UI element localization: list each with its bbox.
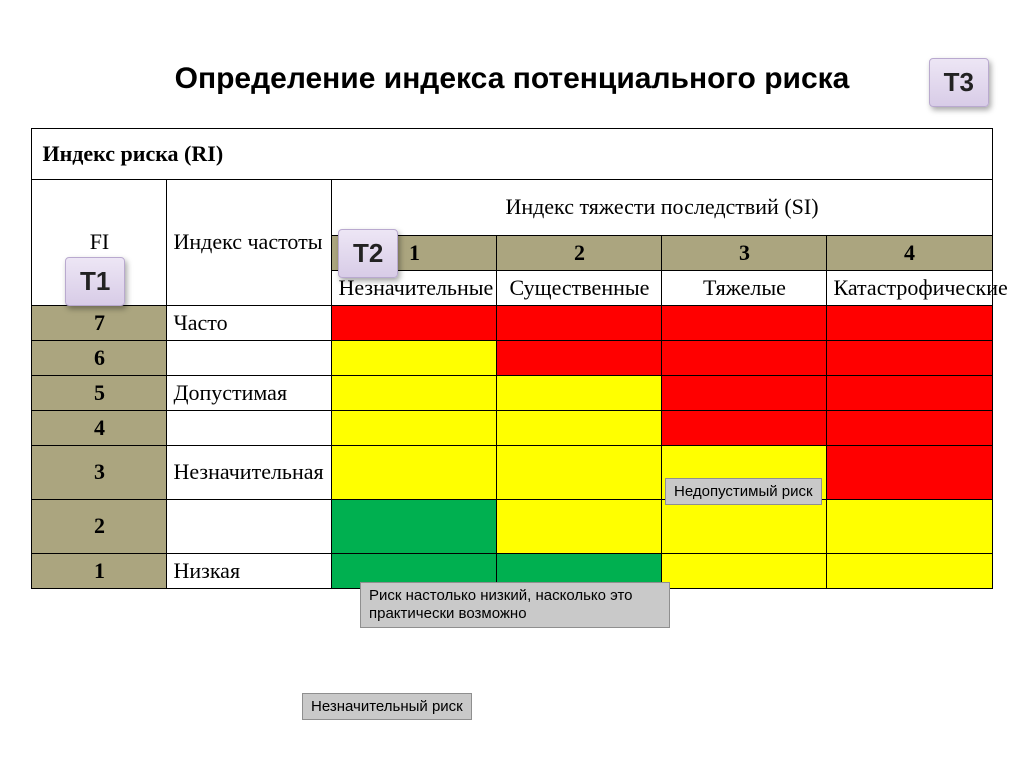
freq-2: [167, 499, 332, 553]
cell-5-1: [332, 375, 497, 410]
cell-7-4: [827, 305, 992, 340]
slide-title: Определение индекса потенциального риска: [140, 60, 884, 98]
matrix-row-3: 3 Незначительная: [32, 445, 992, 499]
sev-num-4: 4: [827, 235, 992, 270]
cell-2-2: [497, 499, 662, 553]
sev-lab-3: Тяжелые: [662, 270, 827, 305]
cell-2-4: [827, 499, 992, 553]
cell-5-3: [662, 375, 827, 410]
matrix-row-7: 7 Часто: [32, 305, 992, 340]
label-unacceptable: Недопустимый риск: [665, 478, 822, 505]
matrix-row-2: 2: [32, 499, 992, 553]
matrix-row-4: 4: [32, 410, 992, 445]
cell-4-3: [662, 410, 827, 445]
fi-6: 6: [32, 340, 167, 375]
freq-6: [167, 340, 332, 375]
fi-2: 2: [32, 499, 167, 553]
header-fi-label: Индекс частоты: [167, 179, 332, 305]
cell-3-1: [332, 445, 497, 499]
sev-lab-2: Существенные: [497, 270, 662, 305]
cell-6-4: [827, 340, 992, 375]
cell-7-2: [497, 305, 662, 340]
cell-4-2: [497, 410, 662, 445]
sev-num-2: 2: [497, 235, 662, 270]
freq-3: Незначительная: [167, 445, 332, 499]
cell-7-3: [662, 305, 827, 340]
freq-1: Низкая: [167, 553, 332, 588]
fi-3: 3: [32, 445, 167, 499]
cell-2-3: [662, 499, 827, 553]
cell-1-4: [827, 553, 992, 588]
sev-num-3: 3: [662, 235, 827, 270]
cell-3-4: [827, 445, 992, 499]
freq-5: Допустимая: [167, 375, 332, 410]
badge-t3: Т3: [929, 58, 989, 107]
freq-7: Часто: [167, 305, 332, 340]
cell-4-1: [332, 410, 497, 445]
cell-1-3: [662, 553, 827, 588]
label-alarp: Риск настолько низкий, насколько это пра…: [360, 582, 670, 628]
cell-4-4: [827, 410, 992, 445]
badge-t2: Т2: [338, 229, 398, 278]
fi-5: 5: [32, 375, 167, 410]
badge-t1: Т1: [65, 257, 125, 306]
header-si: Индекс тяжести последствий (SI): [332, 179, 992, 235]
cell-5-2: [497, 375, 662, 410]
fi-4: 4: [32, 410, 167, 445]
cell-3-2: [497, 445, 662, 499]
header-ri: Индекс риска (RI): [32, 128, 992, 179]
label-negligible: Незначительный риск: [302, 693, 472, 720]
cell-7-1: [332, 305, 497, 340]
cell-6-2: [497, 340, 662, 375]
cell-6-3: [662, 340, 827, 375]
cell-2-1: [332, 499, 497, 553]
risk-matrix-table: Индекс риска (RI) FI Индекс частоты Инде…: [31, 128, 992, 589]
cell-5-4: [827, 375, 992, 410]
fi-1: 1: [32, 553, 167, 588]
fi-7: 7: [32, 305, 167, 340]
matrix-row-6: 6: [32, 340, 992, 375]
freq-4: [167, 410, 332, 445]
matrix-row-5: 5 Допустимая: [32, 375, 992, 410]
sev-lab-4: Катастрофические: [827, 270, 992, 305]
cell-6-1: [332, 340, 497, 375]
